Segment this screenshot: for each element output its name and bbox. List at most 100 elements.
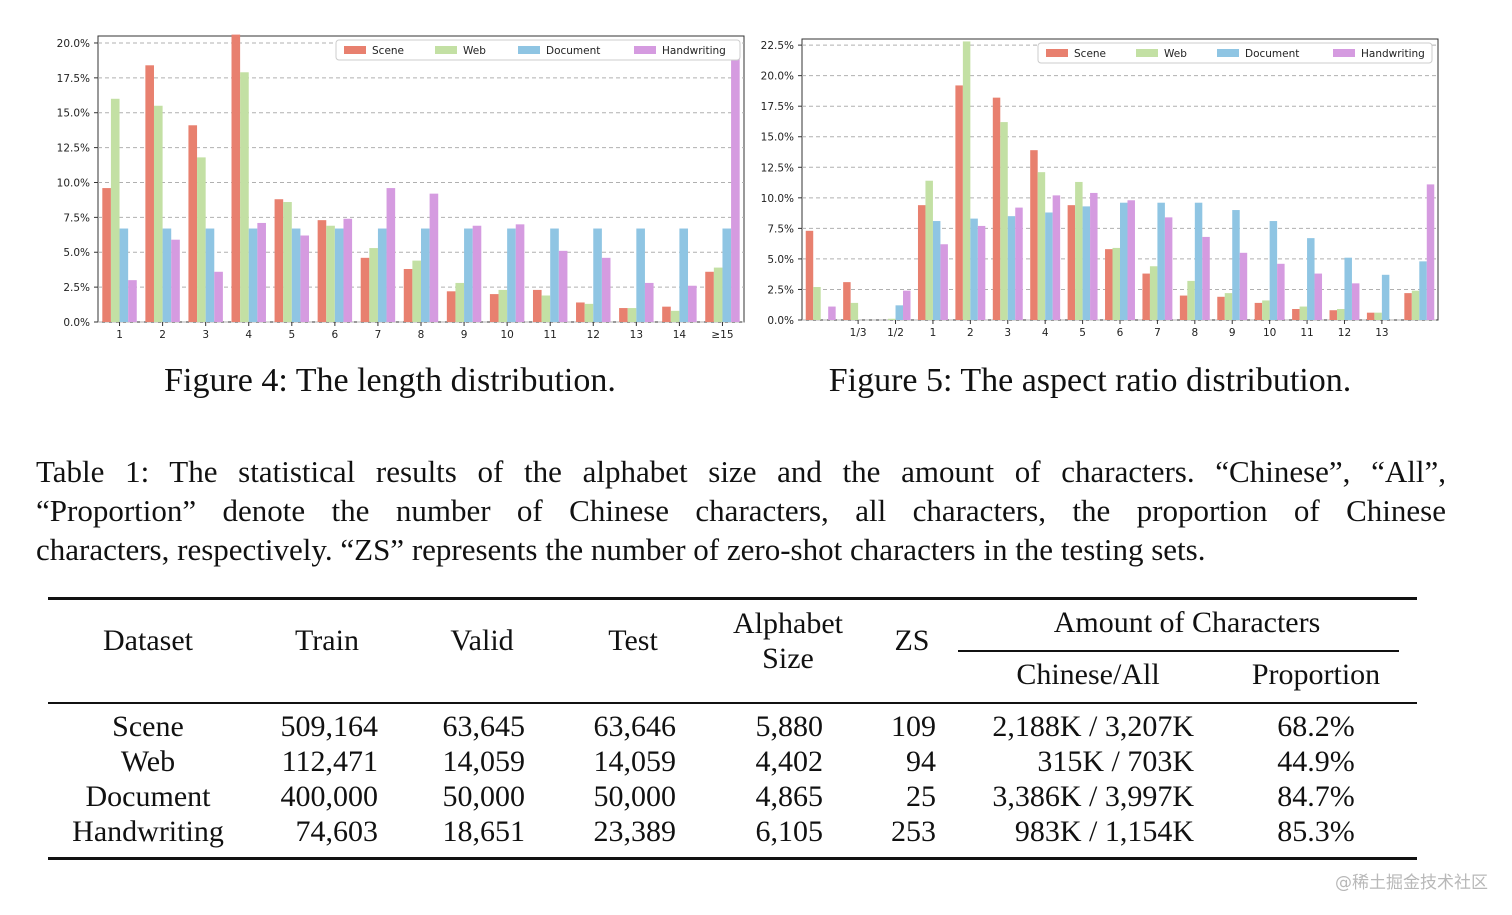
x-tick-label: 5	[1079, 327, 1086, 339]
table-caption: Table 1: The statistical results of the …	[36, 452, 1446, 569]
bar-scene	[1329, 310, 1337, 320]
x-tick-label: 14	[673, 329, 687, 341]
bar-scene	[619, 308, 628, 322]
bar-document	[1157, 202, 1165, 320]
legend-label: Handwriting	[1361, 48, 1425, 60]
header-valid: Valid	[450, 624, 514, 657]
table-amount-rule	[958, 650, 1399, 652]
bar-document	[679, 228, 689, 322]
header-test: Test	[608, 624, 658, 657]
x-tick-label: 1	[116, 329, 123, 341]
legend-label: Scene	[372, 45, 404, 57]
cell-dataset: Web	[120, 745, 176, 778]
header-train: Train	[295, 624, 359, 657]
bar-web	[455, 282, 465, 322]
bar-handwriting	[515, 224, 525, 322]
bar-scene	[992, 97, 1001, 320]
x-tick-label: 8	[1191, 327, 1198, 339]
bar-scene	[1105, 249, 1113, 320]
bar-web	[1187, 280, 1195, 320]
bar-scene	[274, 199, 284, 322]
x-tick-label: 12	[587, 329, 600, 341]
y-tick-label: 0.0%	[767, 315, 794, 327]
bar-document	[421, 228, 430, 322]
bar-handwriting	[940, 244, 948, 320]
figure4-caption: Figure 4: The length distribution.	[164, 362, 616, 399]
y-tick-label: 12.5%	[57, 143, 90, 155]
watermark: @稀土掘金技术社区	[1335, 873, 1488, 893]
bar-scene	[231, 34, 241, 322]
cell-train: 112,471	[281, 745, 378, 778]
bar-document	[162, 228, 172, 322]
x-tick-label: 8	[418, 329, 425, 341]
legend-label: Document	[546, 45, 600, 57]
bar-handwriting	[1426, 184, 1435, 320]
legend-label: Web	[1164, 48, 1187, 60]
x-tick-label: 7	[1154, 327, 1161, 339]
table-caption-line: characters, respectively. “ZS” represent…	[36, 532, 1206, 567]
bar-handwriting	[1052, 195, 1061, 320]
bar-document	[1007, 216, 1016, 320]
bar-scene	[1254, 302, 1263, 320]
bar-web	[283, 202, 292, 322]
y-tick-label: 17.5%	[761, 101, 794, 113]
x-tick-label: 1	[930, 327, 937, 339]
bar-web	[627, 308, 637, 322]
bar-web	[925, 180, 933, 320]
bar-document	[464, 228, 473, 322]
legend-label: Scene	[1074, 48, 1106, 60]
cell-zs: 25	[906, 780, 936, 813]
bar-web	[1075, 181, 1083, 320]
legend-label: Document	[1245, 48, 1299, 60]
bar-scene	[917, 205, 926, 320]
bar-handwriting	[386, 188, 396, 322]
bar-handwriting	[1239, 252, 1248, 320]
bar-web	[850, 302, 859, 320]
cell-proportion: 85.3%	[1277, 815, 1355, 848]
bar-scene	[1142, 273, 1150, 320]
cell-valid: 14,059	[442, 745, 526, 778]
y-tick-label: 7.5%	[767, 223, 794, 235]
y-tick-label: 10.0%	[57, 177, 90, 189]
bar-web	[369, 248, 378, 322]
bar-web	[962, 41, 971, 320]
bar-web	[110, 98, 120, 322]
bar-web	[1374, 312, 1382, 320]
cell-chinese-all: 315K / 703K	[1037, 745, 1194, 778]
header-dataset: Dataset	[103, 624, 193, 657]
header-zs: ZS	[894, 624, 930, 657]
x-tick-label: 4	[1042, 327, 1049, 339]
y-tick-label: 15.0%	[57, 108, 90, 120]
legend-swatch	[1217, 49, 1239, 57]
legend-label: Handwriting	[662, 45, 726, 57]
bar-handwriting	[731, 48, 740, 323]
bar-handwriting	[828, 306, 836, 320]
header-amount-of-characters: Amount of Characters	[1053, 606, 1321, 639]
bar-handwriting	[1351, 283, 1360, 320]
cell-chinese-all: 2,188K / 3,207K	[992, 710, 1194, 743]
cell-alphabet: 4,865	[755, 780, 824, 813]
bar-handwriting	[1164, 217, 1173, 320]
bar-scene	[1292, 309, 1300, 320]
x-tick-label: 5	[288, 329, 295, 341]
cell-valid: 63,645	[442, 710, 526, 743]
bar-handwriting	[601, 257, 611, 322]
cell-test: 23,389	[593, 815, 677, 848]
bar-web	[888, 318, 896, 320]
bar-scene	[1030, 150, 1038, 320]
bar-handwriting	[1127, 200, 1135, 320]
bar-web	[1336, 309, 1345, 320]
length-distribution-chart: 0.0% 2.5% 5.0% 7.5% 10.0% 12.5% 15.0% 17.5% 20.0…	[57, 34, 745, 341]
bar-web	[498, 289, 508, 322]
bar-document	[1419, 261, 1427, 320]
bar-document	[248, 228, 258, 322]
cell-train: 400,000	[280, 780, 379, 813]
bar-handwriting	[171, 239, 180, 322]
bar-document	[1045, 212, 1053, 320]
bar-scene	[662, 306, 671, 322]
legend-swatch	[1333, 49, 1355, 57]
bar-handwriting	[343, 218, 353, 322]
header-chinese-all: Chinese/All	[1016, 658, 1160, 691]
bar-web	[1411, 290, 1420, 320]
bar-handwriting	[1202, 236, 1210, 320]
